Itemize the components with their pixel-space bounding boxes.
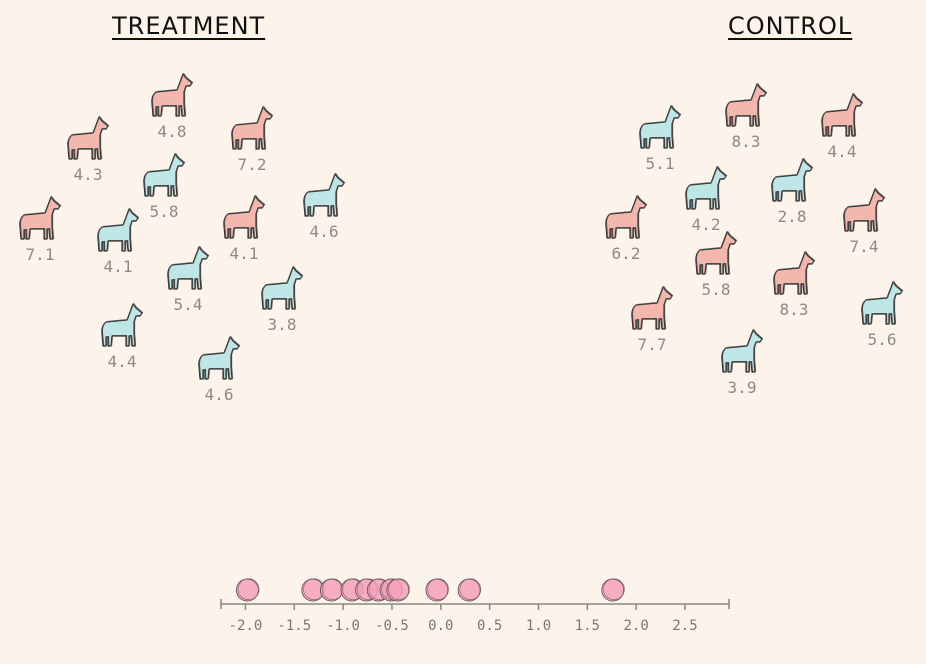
llama-icon [67,115,110,160]
llama-value: 7.7 [637,335,667,354]
llama-value: 4.6 [204,385,234,404]
control-llama: 4.4 [816,90,876,166]
treatment-llama: 5.4 [162,243,222,319]
llama-value: 4.8 [157,122,187,141]
llama-value: 2.8 [777,207,807,226]
llama-icon [861,280,904,325]
control-llama: 2.8 [766,155,826,231]
control-llama: 4.2 [680,163,740,239]
control-llama: 5.8 [690,228,750,304]
llama-value: 8.3 [779,300,809,319]
llama-icon [97,207,140,252]
control-title: CONTROL [728,12,853,40]
llama-icon [639,104,682,149]
control-llama: 5.1 [634,102,694,178]
axis-tick-label: -1.0 [326,618,360,634]
llama-icon [843,187,886,232]
treatment-llama: 4.6 [298,170,358,246]
llama-value: 4.1 [103,257,133,276]
axis-tick-label: 1.0 [525,618,552,634]
axis-tick-label: 1.5 [574,618,600,634]
axis-tick-label: 2.5 [672,618,698,634]
control-llama: 8.3 [768,248,828,324]
difference-dot-sketch [237,578,260,601]
llama-icon [261,265,304,310]
llama-icon [725,82,768,127]
difference-dot-sketch [427,578,449,601]
axis-tick-label: 0.5 [476,618,503,634]
llama-icon [695,230,738,275]
llama-value: 4.1 [229,244,259,263]
llama-value: 3.9 [727,378,757,397]
llama-icon [721,328,764,373]
llama-value: 7.2 [237,155,267,174]
axis-tick-label: -2.0 [228,618,263,634]
axis-tick-label: 0.0 [428,618,454,634]
control-llama: 5.6 [856,278,916,354]
llama-value: 7.1 [25,245,55,264]
llama-icon [821,92,864,137]
llama-value: 5.4 [173,295,203,314]
llama-icon [773,250,816,295]
axis-tick-label: 2.0 [623,618,649,634]
control-llama: 6.2 [600,192,660,268]
control-llama: 7.7 [626,283,686,359]
llama-value: 7.4 [849,237,879,256]
llama-icon [151,72,194,117]
llama-value: 8.3 [731,132,761,151]
llama-value: 5.8 [701,280,731,299]
llama-value: 4.4 [827,142,857,161]
llama-icon [198,335,241,380]
treatment-llama: 4.1 [92,205,152,281]
llama-icon [101,302,144,347]
llama-icon [605,194,648,239]
difference-dot-sketch [388,578,410,601]
llama-icon [167,245,210,290]
llama-value: 4.2 [691,215,721,234]
llama-icon [685,165,728,210]
llama-icon [631,285,674,330]
treatment-llama: 3.8 [256,263,316,339]
llama-value: 4.6 [309,222,339,241]
llama-value: 5.1 [645,154,675,173]
treatment-llama: 4.4 [96,300,156,376]
treatment-llama: 5.8 [138,150,198,226]
axis-tick-label: -0.5 [375,618,409,634]
llama-icon [223,194,266,239]
difference-axis [220,578,730,610]
difference-dot-sketch [603,578,625,601]
treatment-title: TREATMENT [112,12,266,40]
treatment-llama: 7.1 [14,193,74,269]
llama-value: 5.6 [867,330,897,349]
control-llama: 7.4 [838,185,898,261]
axis-tick-label: -1.5 [277,618,312,634]
llama-value: 4.4 [107,352,137,371]
difference-dot-sketch [459,578,482,601]
llama-icon [771,157,814,202]
llama-value: 4.3 [73,165,103,184]
control-llama: 3.9 [716,326,776,402]
treatment-llama: 7.2 [226,103,286,179]
llama-icon [231,105,274,150]
treatment-llama: 4.3 [62,113,122,189]
llama-value: 5.8 [149,202,179,221]
treatment-llama: 4.1 [218,192,278,268]
treatment-llama: 4.6 [193,333,253,409]
llama-icon [19,195,62,240]
llama-icon [303,172,346,217]
llama-value: 6.2 [611,244,641,263]
control-llama: 8.3 [720,80,780,156]
llama-icon [143,152,186,197]
llama-value: 3.8 [267,315,297,334]
treatment-llama: 4.8 [146,70,206,146]
